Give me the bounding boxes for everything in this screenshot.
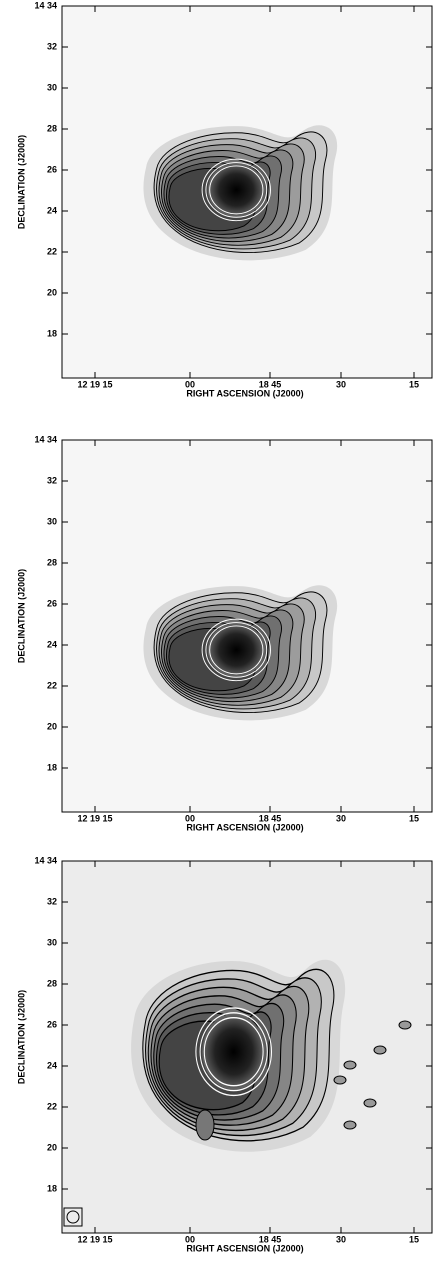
x-axis-label: RIGHT ASCENSION (J2000) [186, 1243, 303, 1253]
y-tick-label: 24 [47, 205, 57, 215]
x-axis-label: RIGHT ASCENSION (J2000) [186, 822, 303, 832]
contour-island [344, 1121, 356, 1129]
contour-island [196, 1110, 214, 1140]
y-tick-label: 26 [47, 1019, 57, 1029]
contour-island [334, 1076, 346, 1084]
contour-island [344, 1061, 356, 1069]
x-tick-label: 30 [336, 813, 346, 823]
y-tick-label: 32 [47, 475, 57, 485]
y-tick-label: 30 [47, 82, 57, 92]
y-tick-label: 20 [47, 721, 57, 731]
x-tick-label: 15 [409, 379, 419, 389]
y-tick-label: 28 [47, 123, 57, 133]
y-tick-label: 28 [47, 978, 57, 988]
x-axis-label: RIGHT ASCENSION (J2000) [186, 388, 303, 398]
y-tick-label: 24 [47, 639, 57, 649]
y-tick-label: 26 [47, 164, 57, 174]
y-tick-label: 30 [47, 516, 57, 526]
contour-island [374, 1046, 386, 1054]
x-tick-label: 30 [336, 1234, 346, 1244]
y-axis-label: DECLINATION (J2000) [16, 990, 26, 1084]
y-tick-label: 14 34 [34, 855, 57, 865]
y-axis-label: DECLINATION (J2000) [16, 135, 26, 229]
y-tick-label: 32 [47, 41, 57, 51]
y-axis-label: DECLINATION (J2000) [16, 569, 26, 663]
y-tick-label: 22 [47, 246, 57, 256]
y-tick-label: 14 34 [34, 0, 57, 10]
x-tick-label: 12 19 15 [77, 379, 112, 389]
y-tick-label: 26 [47, 598, 57, 608]
x-tick-label: 12 19 15 [77, 813, 112, 823]
y-tick-label: 18 [47, 328, 57, 338]
x-tick-label: 15 [409, 813, 419, 823]
core [208, 623, 265, 676]
core [208, 163, 265, 216]
y-tick-label: 22 [47, 680, 57, 690]
y-tick-label: 24 [47, 1060, 57, 1070]
y-tick-label: 14 34 [34, 434, 57, 444]
y-tick-label: 28 [47, 557, 57, 567]
y-tick-label: 18 [47, 1183, 57, 1193]
y-tick-label: 18 [47, 762, 57, 772]
y-tick-label: 20 [47, 287, 57, 297]
core [202, 1014, 265, 1090]
y-tick-label: 32 [47, 896, 57, 906]
figure: 14 34323028262422201812 19 150018 453015… [0, 0, 436, 1284]
y-tick-label: 30 [47, 937, 57, 947]
y-tick-label: 20 [47, 1142, 57, 1152]
contour-island [399, 1021, 411, 1029]
y-tick-label: 22 [47, 1101, 57, 1111]
x-tick-label: 15 [409, 1234, 419, 1244]
x-tick-label: 12 19 15 [77, 1234, 112, 1244]
x-tick-label: 30 [336, 379, 346, 389]
contour-island [364, 1099, 376, 1107]
